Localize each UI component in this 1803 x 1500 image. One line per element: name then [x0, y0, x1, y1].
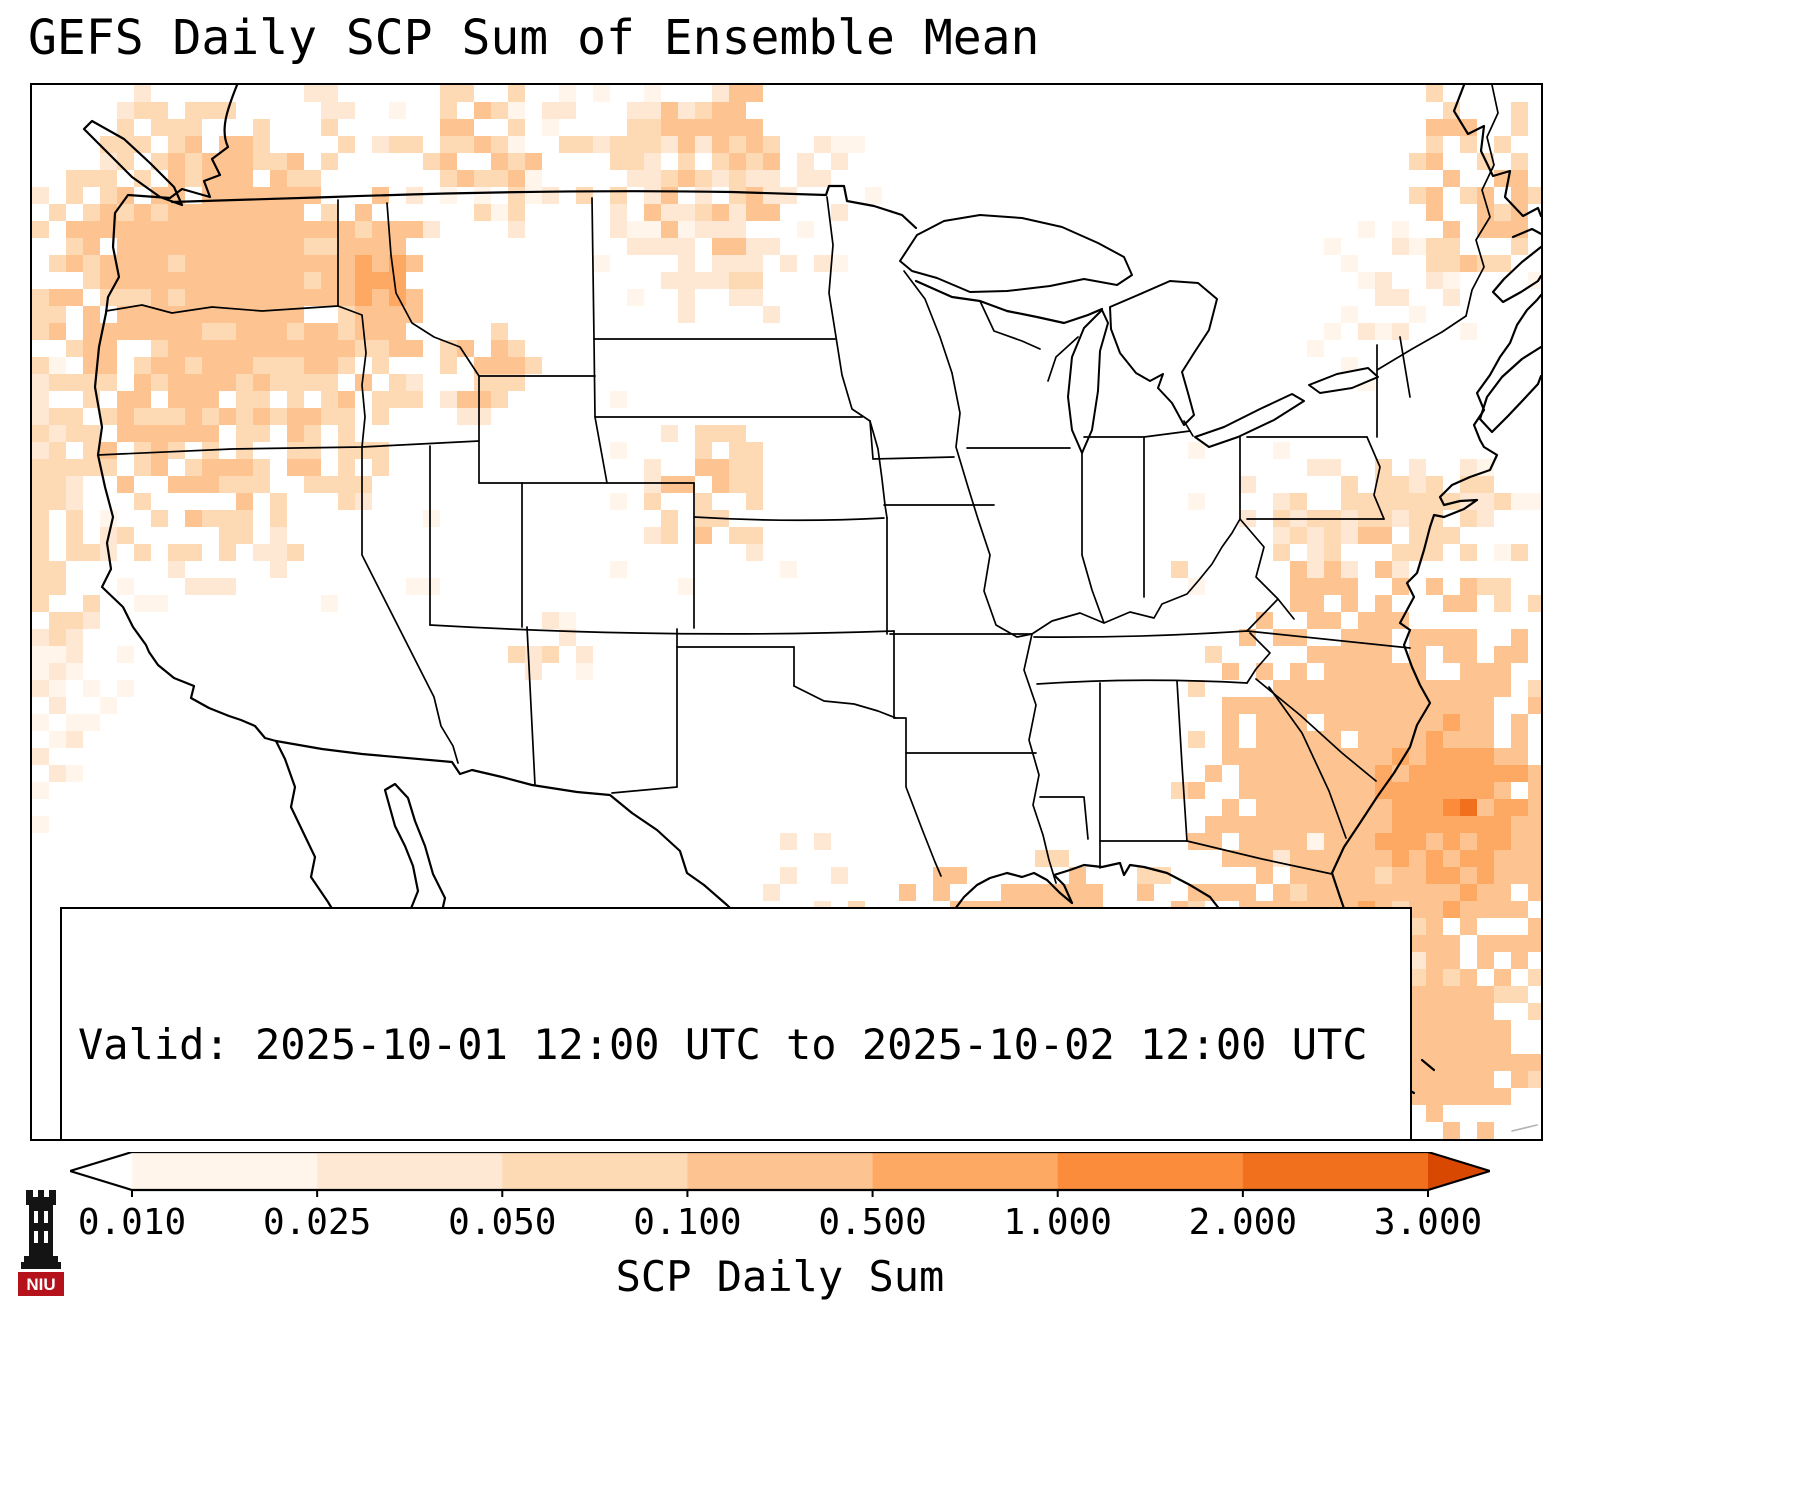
- figure-title: GEFS Daily SCP Sum of Ensemble Mean: [28, 10, 1040, 66]
- lake-erie: [1194, 393, 1305, 448]
- castle-icon: [21, 1190, 61, 1269]
- colorbar-tick-label: 0.025: [262, 1202, 372, 1243]
- lake-superior: [899, 214, 1133, 293]
- colorbar-tick-label: 0.010: [77, 1202, 187, 1243]
- colorbar-tick-label: 2.000: [1188, 1202, 1298, 1243]
- nova-scotia: [1478, 345, 1541, 434]
- colorbar-tick-label: 1.000: [1003, 1202, 1112, 1243]
- bay-of-fundy: [1491, 245, 1541, 304]
- colorbar-label: SCP Daily Sum: [615, 1252, 945, 1301]
- prince-edward-island: [1511, 227, 1541, 239]
- us-canada-border: [170, 184, 918, 230]
- gulf-st-lawrence: [1452, 85, 1541, 218]
- niu-logo: NIU: [16, 1186, 66, 1298]
- colorbar-tick-label: 0.500: [818, 1202, 927, 1243]
- map-axes: Valid: 2025-10-01 12:00 UTC to 2025-10-0…: [30, 83, 1543, 1141]
- colorbar: 0.010 0.025 0.050 0.100 0.500 1.000 2.000 3.000…: [70, 1152, 1490, 1301]
- colorbar-tick-labels: 0.010 0.025 0.050 0.100 0.500 1.000 2.000 3.000: [70, 1198, 1490, 1248]
- hispaniola-line: [1511, 1124, 1538, 1132]
- validity-info-box: Valid: 2025-10-01 12:00 UTC to 2025-10-0…: [60, 907, 1412, 1139]
- niu-logo-text: NIU: [26, 1275, 55, 1294]
- colorbar-tick-label: 0.050: [448, 1202, 557, 1243]
- niu-logo-banner: [18, 1272, 64, 1296]
- great-lakes: [899, 214, 1379, 454]
- colorbar-gradient: [70, 1152, 1490, 1197]
- bahamas-2: [1420, 1058, 1436, 1072]
- pacific-mexico-coast: [93, 85, 604, 1139]
- upper-peninsula-shore: [914, 279, 1104, 325]
- lake-huron: [1109, 280, 1218, 426]
- state-borders: [97, 85, 1499, 884]
- lake-ontario: [1308, 367, 1379, 394]
- vancouver-island: [82, 119, 184, 207]
- lake-michigan: [1067, 309, 1109, 454]
- colorbar-tick-label: 3.000: [1373, 1202, 1483, 1243]
- colorbar-tick-label: 0.100: [633, 1202, 742, 1243]
- valid-time-text: Valid: 2025-10-01 12:00 UTC to 2025-10-0…: [78, 1020, 1368, 1070]
